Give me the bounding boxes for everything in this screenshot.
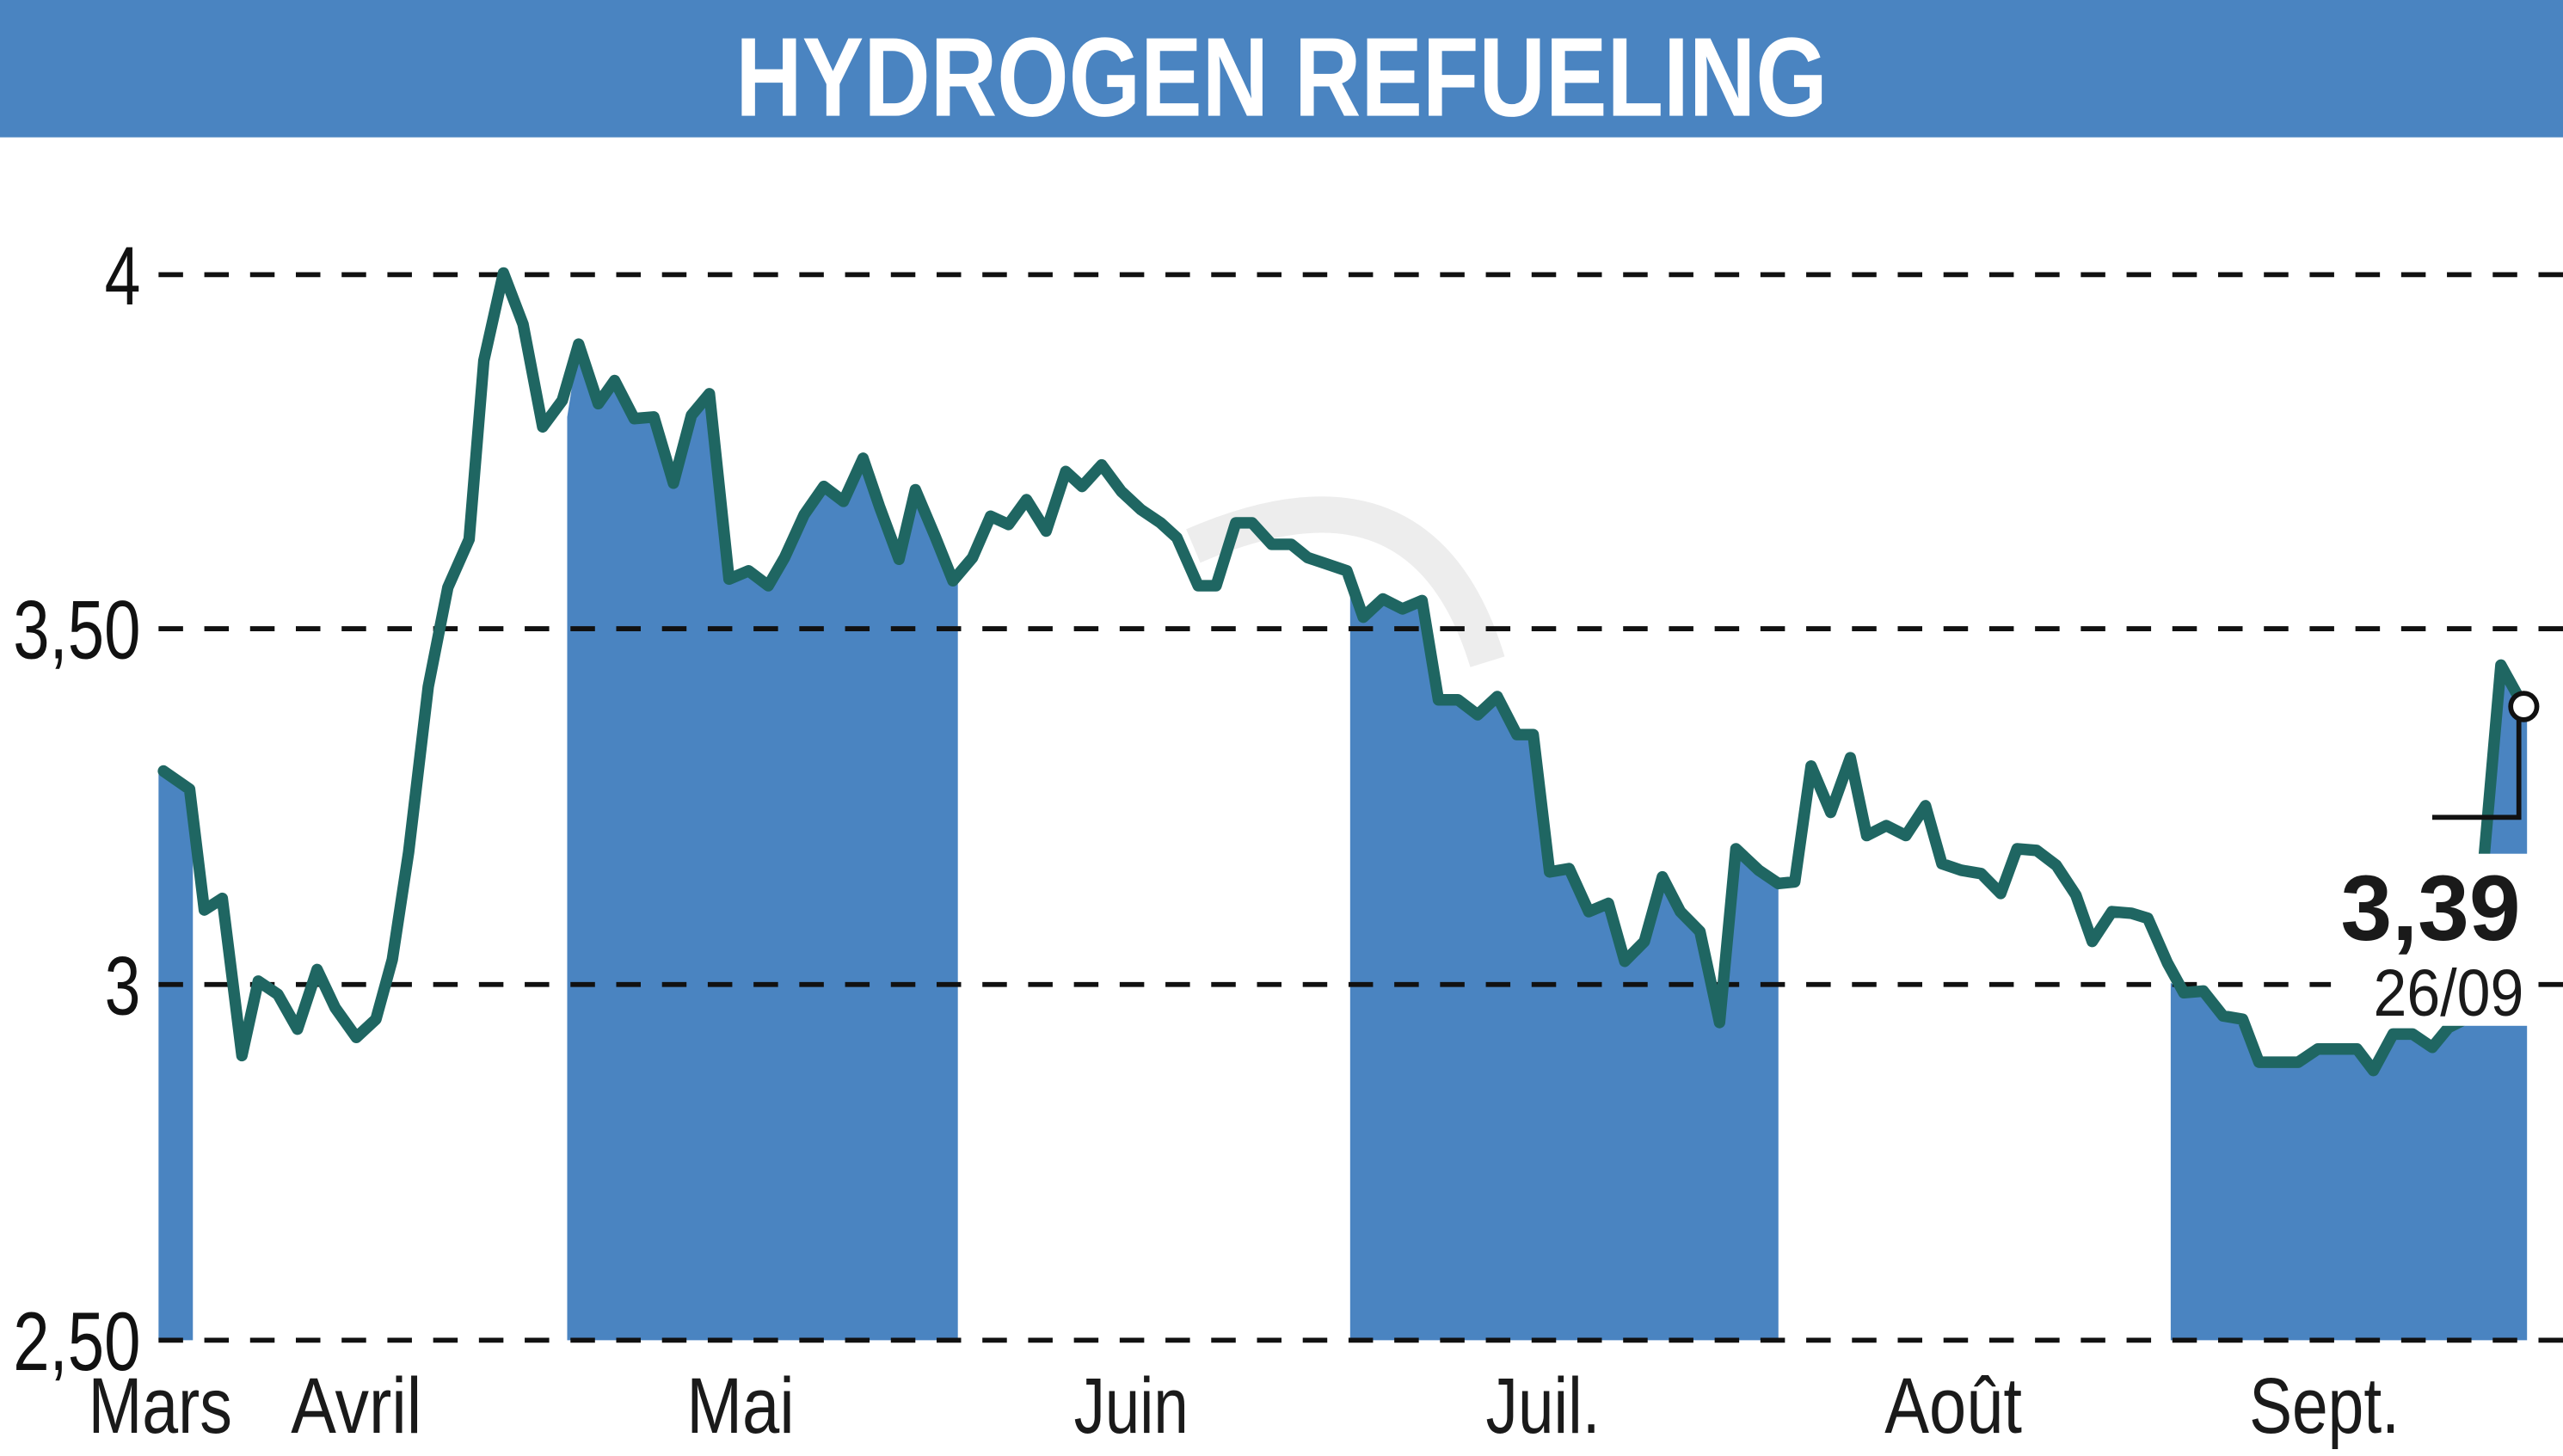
ytick-label: 2,50 (13, 1295, 140, 1388)
last-date-label: 26/09 (2374, 957, 2524, 1031)
ytick-label: 4 (105, 230, 141, 323)
band-mars (158, 771, 194, 1341)
price-line (157, 267, 2530, 1077)
chart-title: HYDROGEN REFUELING (735, 14, 1828, 140)
leader-line (2431, 717, 2522, 820)
xtick-label: Août (1884, 1362, 2022, 1451)
xtick-label: Sept. (2249, 1362, 2400, 1451)
xtick-label: Mai (686, 1362, 794, 1451)
ytick-label: 3,50 (13, 584, 140, 677)
last-value-label: 3,39 (2341, 856, 2521, 960)
header-bar (0, 0, 2563, 138)
xtick-label: Mars (89, 1362, 232, 1451)
last-point-annotation: 3,39 26/09 (2331, 691, 2540, 1031)
xtick-label: Juil. (1486, 1362, 1601, 1451)
last-value-backdrop (2331, 853, 2530, 1026)
xtick-label: Juin (1074, 1362, 1189, 1451)
ytick-label: 3 (105, 940, 141, 1033)
band-juil (1349, 579, 1779, 1341)
x-axis: Mars Avril Mai Juin Juil. Août Sept. (89, 1362, 2400, 1451)
y-axis: 4 3,50 3 2,50 (13, 230, 140, 1388)
band-mai (567, 344, 958, 1341)
last-point-marker (2508, 691, 2540, 722)
band-sept (2170, 665, 2528, 1341)
gridlines (158, 272, 2563, 1343)
month-bands (158, 344, 2528, 1341)
xtick-label: Avril (291, 1362, 421, 1451)
